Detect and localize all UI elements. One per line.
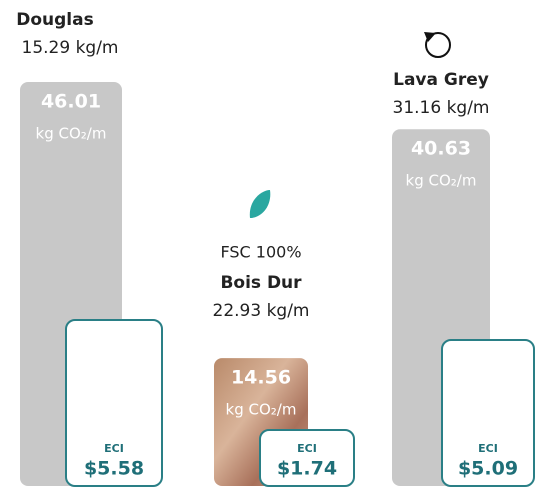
co2-unit: kg CO₂/m [36, 125, 107, 143]
name: Douglas [16, 10, 93, 30]
weight: 22.93 kg/m [213, 301, 310, 321]
eci-value: $5.09 [458, 458, 518, 480]
co2-value: 46.01 [41, 91, 101, 113]
co2-unit: kg CO₂/m [226, 401, 297, 419]
rotate-icon [424, 32, 450, 57]
name: Lava Grey [393, 70, 489, 90]
co2-unit: kg CO₂/m [406, 172, 477, 190]
note: FSC 100% [220, 243, 301, 262]
weight: 31.16 kg/m [393, 98, 490, 118]
name: Bois Dur [220, 273, 302, 293]
eci-label: ECI [478, 442, 498, 455]
eci-label: ECI [297, 442, 317, 455]
eci-label: ECI [104, 442, 124, 455]
chart: 46.01 kg CO₂/m Douglas 15.29 kg/m ECI $5.58 14… [0, 0, 536, 488]
eci-value: $1.74 [277, 458, 337, 480]
leaf-icon [250, 190, 270, 218]
co2-value: 14.56 [231, 367, 291, 389]
eci-value: $5.58 [84, 458, 144, 480]
co2-value: 40.63 [411, 138, 471, 160]
weight: 15.29 kg/m [22, 38, 119, 58]
